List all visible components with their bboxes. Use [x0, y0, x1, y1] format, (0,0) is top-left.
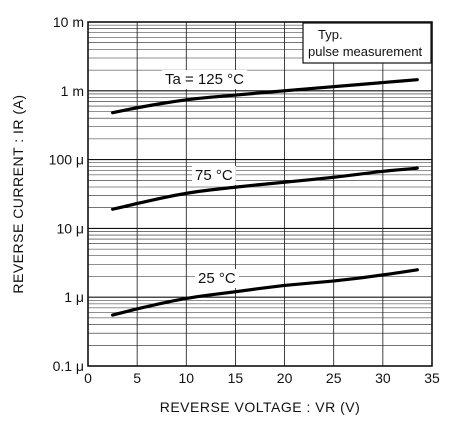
series-label-backing-1 [192, 166, 236, 185]
y-tick-label-2: 10 μ [56, 220, 84, 236]
plot-frame [87, 21, 433, 367]
x-tick-label-4: 20 [277, 370, 293, 386]
y-tick-label-0: 0.1 μ [53, 358, 84, 374]
series-curve-0 [111, 78, 419, 115]
series-label-backing-2 [195, 269, 239, 288]
x-tick-label-5: 25 [326, 370, 342, 386]
y-tick-label-3: 100 μ [49, 152, 84, 168]
x-tick-label-3: 15 [228, 370, 244, 386]
x-tick-label-7: 35 [424, 370, 440, 386]
legend-box: Typ. pulse measurement [302, 22, 432, 64]
grid [88, 22, 432, 366]
x-tick-label-6: 30 [375, 370, 391, 386]
legend-background [302, 22, 432, 64]
y-tick-label-4: 1 m [61, 83, 84, 99]
y-tick-label-1: 1 μ [64, 289, 84, 305]
x-tick-label-2: 10 [178, 370, 194, 386]
series-curve-2 [111, 268, 419, 317]
series-label-backing-0 [162, 70, 248, 89]
legend-line-2: pulse measurement [308, 44, 423, 59]
curves [111, 78, 419, 317]
legend-line-1: Typ. [318, 27, 343, 42]
x-axis-title: REVERSE VOLTAGE : VR (V) [160, 399, 361, 415]
series-curve-1 [111, 166, 419, 211]
series-label-75c: 75 °C [195, 167, 233, 184]
y-tick-labels: 0.1 μ 1 μ 10 μ 100 μ 1 m 10 m [49, 14, 84, 374]
series-label-25c: 25 °C [198, 270, 236, 287]
series-labels: Ta = 125 °C 75 °C 25 °C [162, 70, 248, 288]
series-label-125c: Ta = 125 °C [165, 71, 244, 88]
y-axis-title: REVERSE CURRENT : IR (A) [10, 94, 26, 293]
x-tick-labels: 0 5 10 15 20 25 30 35 [84, 370, 440, 386]
y-tick-label-5: 10 m [53, 14, 84, 30]
x-tick-label-1: 5 [133, 370, 141, 386]
x-tick-label-0: 0 [84, 370, 92, 386]
